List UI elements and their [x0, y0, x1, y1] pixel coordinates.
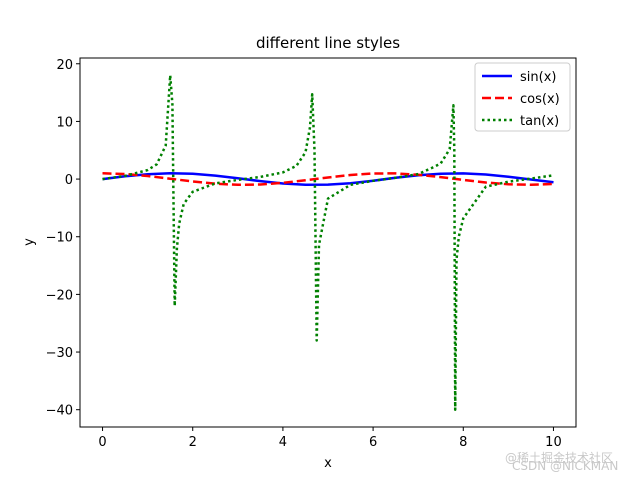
x-tick-label: 2	[189, 435, 197, 450]
y-tick-label: −20	[46, 288, 73, 303]
y-tick-label: 20	[56, 58, 73, 73]
plot-frame	[79, 57, 577, 428]
watermark-subtext: CSDN @NICKMAN	[512, 459, 618, 473]
watermark-text: @稀土掘金技术社区	[505, 450, 613, 465]
legend-box	[474, 62, 571, 132]
chart-title: different line styles	[256, 34, 400, 52]
series-line-sinx	[102, 172, 554, 186]
x-tick-label: 10	[545, 435, 562, 450]
x-axis-ticks: 0 2 4 6 8 10	[98, 427, 562, 450]
legend: sin(x) cos(x) tan(x)	[474, 62, 571, 132]
x-axis-label: x	[324, 456, 332, 471]
legend-label-cos: cos(x)	[520, 92, 560, 107]
x-tick-label: 6	[369, 435, 377, 450]
series-line-tanx	[102, 74, 554, 411]
legend-label-sin: sin(x)	[520, 70, 556, 85]
y-axis-ticks: 20 10 0 −10 −20 −30 −40	[46, 58, 80, 419]
series-line-cosx	[102, 172, 554, 187]
y-tick-label: 10	[56, 115, 73, 130]
y-tick-label: 0	[65, 173, 73, 188]
plot-lines	[102, 74, 554, 411]
x-tick-label: 8	[459, 435, 467, 450]
y-tick-label: −10	[46, 231, 73, 246]
legend-label-tan: tan(x)	[520, 114, 559, 129]
y-tick-label: −40	[46, 404, 73, 419]
y-tick-label: −30	[46, 346, 73, 361]
x-tick-label: 0	[98, 435, 106, 450]
y-axis-label: y	[22, 238, 37, 246]
x-tick-label: 4	[279, 435, 287, 450]
